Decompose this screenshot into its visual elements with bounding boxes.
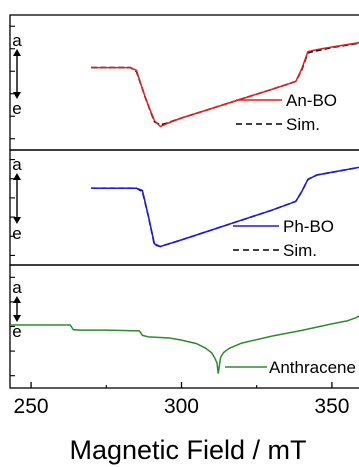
arrow-head-up	[13, 296, 21, 303]
y-mark-a: a	[12, 278, 22, 297]
panel-an-bo: a e An-BO Sim.	[9, 14, 359, 151]
arrow-head-down	[13, 315, 21, 322]
x-axis-label: Magnetic Field / mT	[69, 435, 306, 465]
legend-label: Sim.	[286, 115, 320, 134]
series-line-ph-bo	[91, 166, 359, 248]
panel-ph-bo: a e Ph-BO Sim.	[9, 149, 359, 266]
panel-anthracene: a e Anthracene	[9, 264, 359, 389]
y-mark-a: a	[12, 31, 22, 50]
legend-label: Sim.	[283, 241, 317, 260]
legend-item: Ph-BO	[233, 217, 334, 236]
arrow-head-up	[13, 49, 21, 56]
legend-item: An-BO	[236, 91, 337, 110]
series-line-anthracene	[10, 315, 359, 374]
legend-item: Sim.	[233, 241, 317, 260]
arrow-head-up	[13, 173, 21, 180]
x-tick-label: 300	[164, 395, 199, 418]
y-mark-e: e	[12, 99, 21, 118]
legend-item: Anthracene	[225, 358, 356, 377]
legend-label: Anthracene	[269, 358, 356, 377]
x-tick-label: 250	[14, 395, 49, 418]
arrow-head-down	[13, 92, 21, 99]
y-mark-e: e	[12, 322, 21, 341]
legend-label: Ph-BO	[283, 217, 334, 236]
arrow-head-down	[13, 217, 21, 224]
series-line-sim	[91, 42, 359, 126]
legend-label: An-BO	[286, 91, 337, 110]
y-mark-e: e	[12, 224, 21, 243]
legend-item: Sim.	[236, 115, 320, 134]
series-line-an-bo	[91, 41, 359, 128]
x-axis: 250300350400	[14, 382, 349, 418]
x-tick-label: 350	[314, 395, 349, 418]
y-mark-a: a	[12, 155, 22, 174]
